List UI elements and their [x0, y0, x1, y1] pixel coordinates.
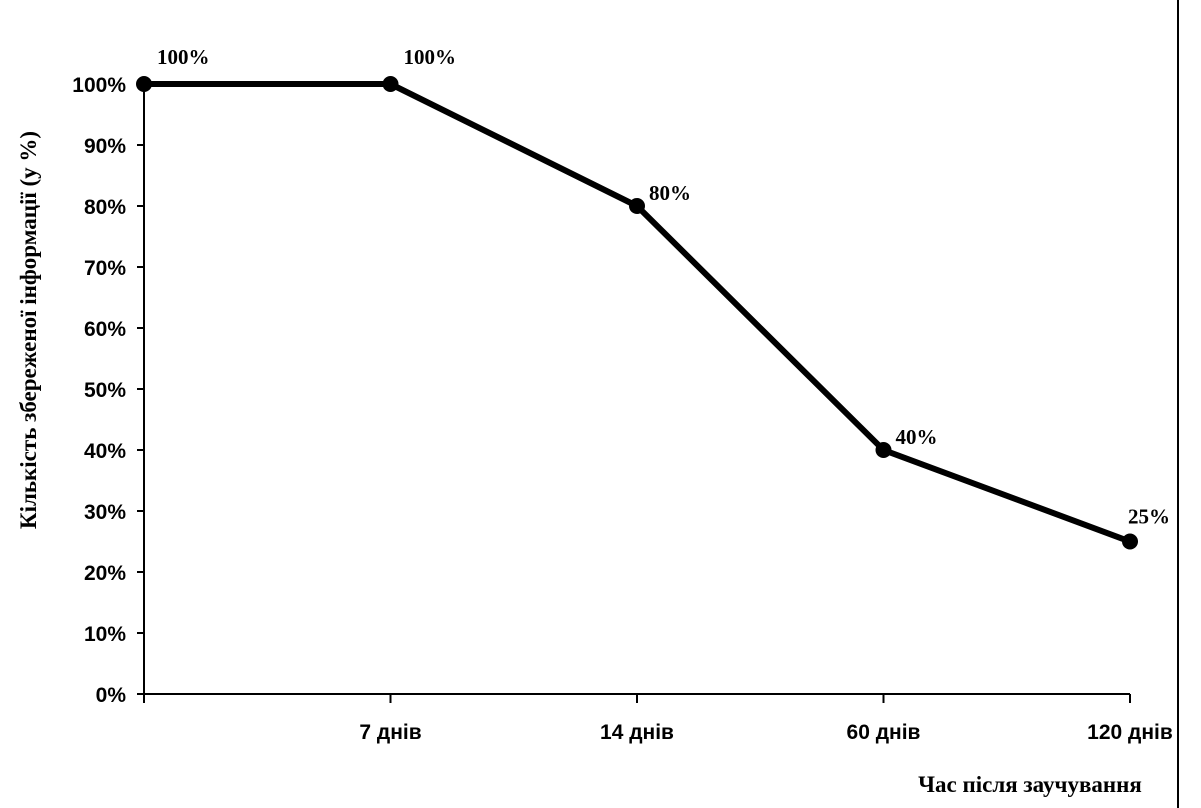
data-labels: 100% 100% 80% 40% 25% — [157, 45, 1170, 529]
data-label: 100% — [404, 45, 457, 69]
data-point — [1122, 533, 1138, 550]
data-point — [136, 76, 152, 92]
y-tick-label: 90% — [84, 135, 126, 158]
y-tick-label: 40% — [84, 440, 126, 463]
data-point — [629, 198, 645, 214]
y-tick-label: 20% — [84, 562, 126, 585]
data-point — [875, 442, 892, 458]
x-tick-label: 60 днів — [847, 721, 921, 744]
y-tick-label: 80% — [84, 196, 126, 219]
y-tick-label: 10% — [84, 623, 126, 646]
y-tick-label: 50% — [84, 379, 126, 402]
x-tick-label: 120 днів — [1087, 721, 1173, 744]
y-tick-label: 70% — [84, 257, 126, 280]
y-axis-title: Кількість збереженої інформації (у %) — [16, 131, 41, 529]
y-tick-label: 60% — [84, 318, 126, 341]
data-label: 80% — [649, 181, 691, 205]
data-points — [136, 76, 1138, 550]
data-label: 100% — [157, 45, 210, 69]
y-axis-ticks: 0% 10% 20% 30% 40% 50% 60% 70% 80% 90% 100% — [72, 74, 144, 707]
data-point — [382, 76, 399, 92]
data-label: 25% — [1128, 505, 1170, 529]
series-line — [141, 81, 1133, 545]
x-axis-ticks: 7 днів 14 днів 60 днів 120 днів — [143, 694, 1173, 744]
x-tick-label: 7 днів — [359, 721, 421, 744]
y-tick-label: 0% — [96, 684, 127, 707]
y-tick-label: 30% — [84, 501, 126, 524]
x-tick-label: 14 днів — [600, 721, 674, 744]
data-label: 40% — [896, 425, 938, 449]
y-tick-label: 100% — [72, 74, 126, 97]
x-axis-title: Час після заучування — [918, 772, 1142, 797]
